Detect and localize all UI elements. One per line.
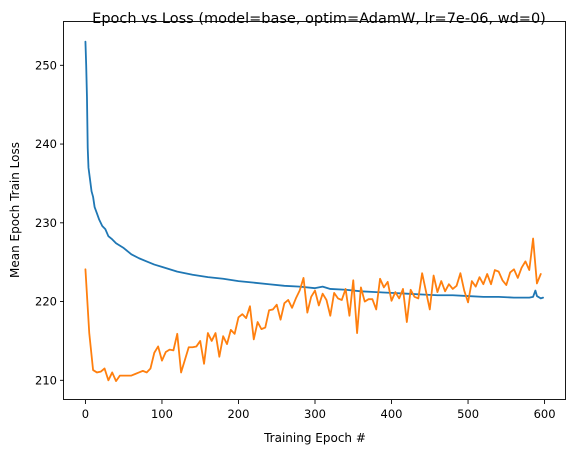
x-tick-label: 100 bbox=[151, 407, 173, 421]
y-tick-label: 240 bbox=[35, 137, 57, 151]
x-tick-label: 0 bbox=[82, 407, 89, 421]
x-tick-label: 400 bbox=[381, 407, 403, 421]
x-tick-label: 600 bbox=[534, 407, 556, 421]
y-axis-label: Mean Epoch Train Loss bbox=[8, 142, 22, 278]
series-line-2 bbox=[84, 237, 542, 382]
x-axis: 0 100 200 300 400 500 600 bbox=[82, 400, 556, 421]
x-tick-label: 200 bbox=[227, 407, 249, 421]
plot-lines bbox=[84, 40, 544, 382]
y-axis: 210 220 230 240 250 bbox=[35, 58, 64, 387]
y-tick-label: 230 bbox=[35, 216, 57, 230]
chart-title: Epoch vs Loss (model=base, optim=AdamW, … bbox=[92, 11, 546, 27]
y-tick-label: 210 bbox=[35, 373, 57, 387]
x-tick-label: 300 bbox=[304, 407, 326, 421]
x-tick-label: 500 bbox=[457, 407, 479, 421]
x-axis-label: Training Epoch # bbox=[263, 431, 366, 445]
series-line-1 bbox=[84, 40, 544, 300]
y-tick-label: 220 bbox=[35, 295, 57, 309]
y-tick-label: 250 bbox=[35, 58, 57, 72]
plot-frame bbox=[63, 21, 566, 400]
